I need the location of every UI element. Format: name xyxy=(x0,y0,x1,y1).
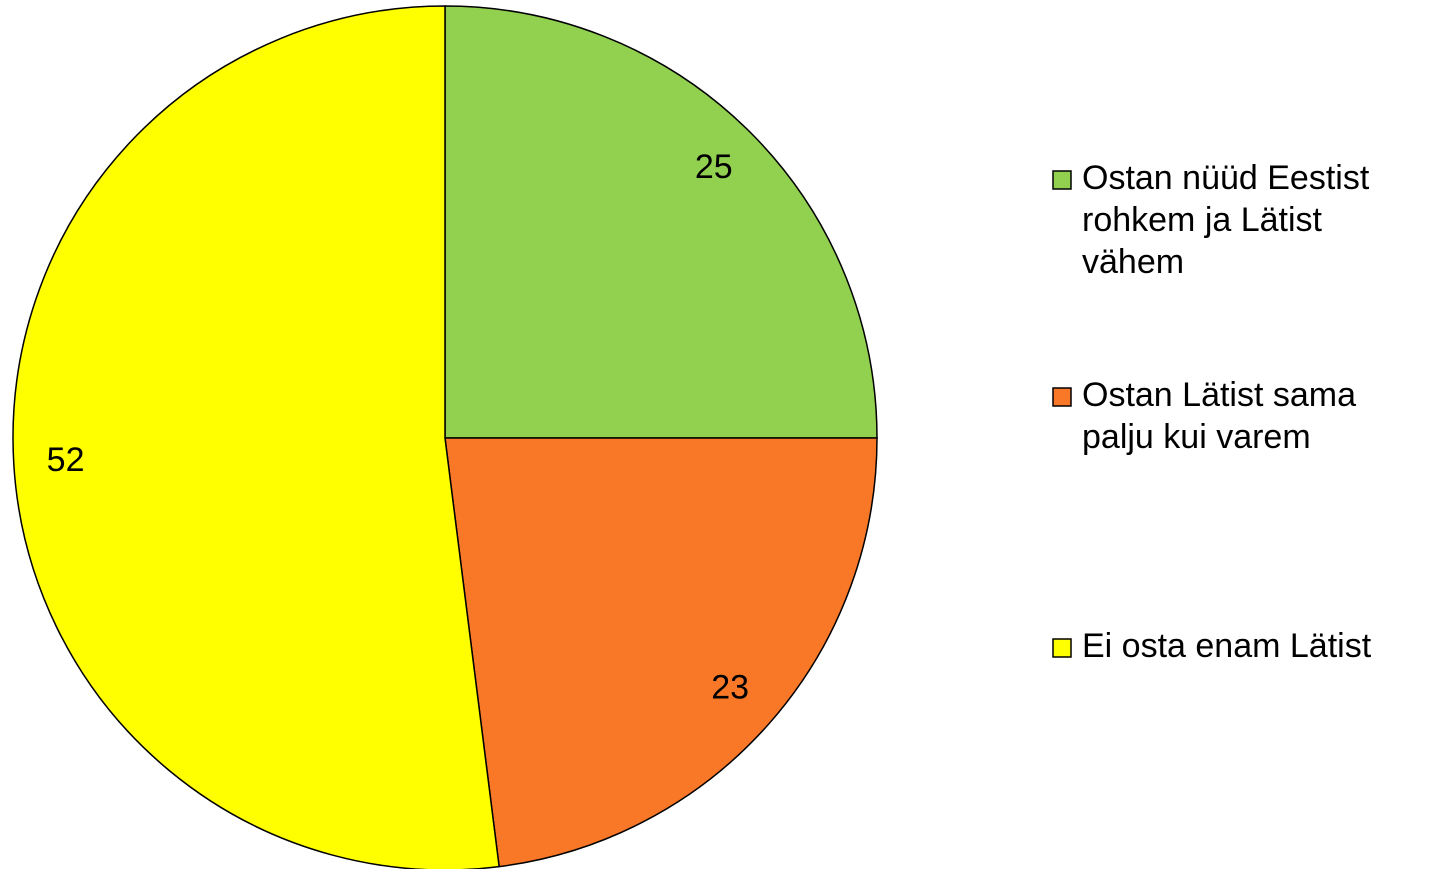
legend-label: Ei osta enam Lätist xyxy=(1082,627,1372,665)
legend-line: rohkem ja Lätist xyxy=(1082,201,1323,239)
data-label: 52 xyxy=(47,441,85,479)
legend-swatch xyxy=(1052,170,1072,190)
legend-line: Ei osta enam Lätist xyxy=(1082,627,1372,665)
legend-line: Ostan Lätist sama xyxy=(1082,376,1356,414)
legend-swatch xyxy=(1052,638,1072,658)
pie-slice xyxy=(12,5,500,869)
legend-swatch xyxy=(1052,387,1072,407)
pie-slice xyxy=(444,5,878,439)
legend-line: Ostan nüüd Eestist xyxy=(1082,159,1370,197)
legend-line: palju kui varem xyxy=(1082,418,1311,456)
legend-label: Ostan nüüd Eestist rohkem ja Lätist vähem xyxy=(1082,159,1370,281)
legend-label: Ostan Lätist sama palju kui varem xyxy=(1082,376,1356,456)
pie-slice xyxy=(444,437,878,868)
legend-line: vähem xyxy=(1082,243,1184,281)
data-label: 25 xyxy=(695,148,733,186)
data-label: 23 xyxy=(711,668,749,706)
